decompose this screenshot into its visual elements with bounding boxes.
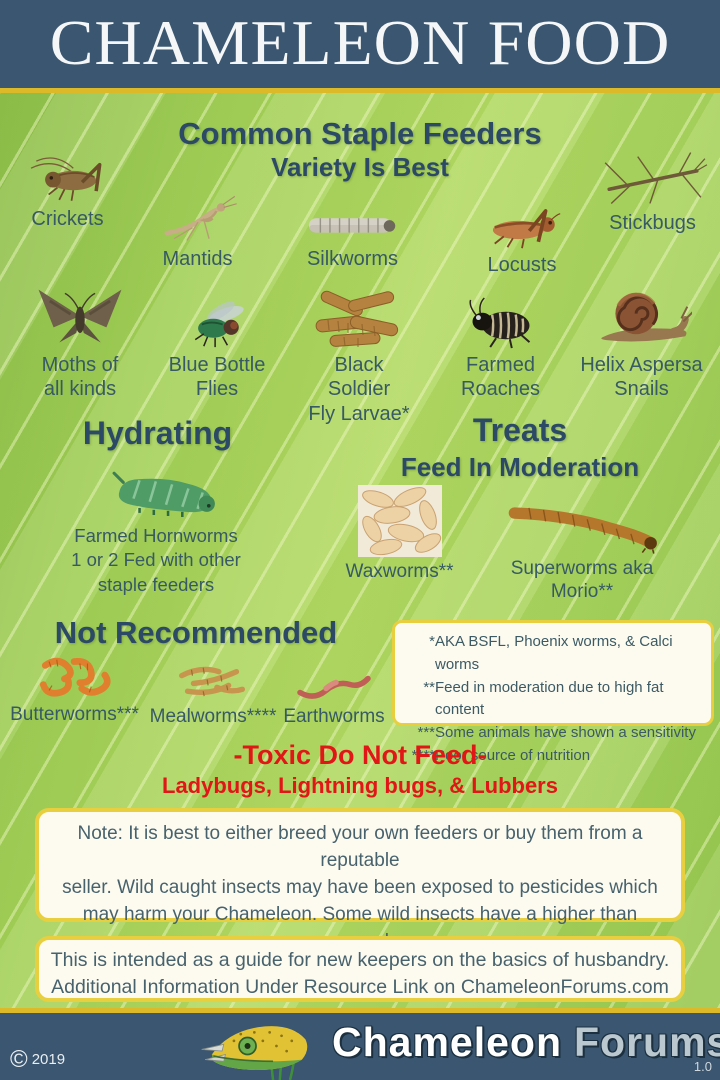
footnote-stars: ** — [423, 678, 435, 696]
superworm-image — [482, 482, 682, 554]
header-banner: CHAMELEON FOOD — [0, 0, 720, 93]
feeder-label: Locusts — [487, 254, 557, 276]
black-soldier-fly-larvae-image — [302, 282, 416, 350]
footnote-stars: * — [429, 633, 435, 650]
footnote-text: Poor source of nutrition — [435, 746, 591, 764]
poster-title: CHAMELEON FOOD — [49, 8, 671, 78]
locust-image — [463, 200, 581, 250]
feeder-label: Earthworms — [283, 706, 385, 727]
feeder-label: Superworms aka Morio** — [510, 558, 654, 603]
stickbug-image — [590, 144, 715, 208]
copyright-icon: © — [10, 1046, 28, 1073]
feeder-label: Moths of all kinds — [41, 354, 119, 401]
variety-subheading: Variety Is Best — [271, 152, 449, 182]
feeder-stickbugs: Stickbugs — [590, 144, 715, 235]
snail-image — [578, 282, 705, 350]
feeder-label: Mantids — [162, 248, 233, 270]
treats-subheading: Feed In Moderation — [400, 452, 640, 482]
copyright-year: 2019 — [31, 1051, 66, 1068]
footnote-text: AKA BSFL, Phoenix worms, & Calci worms — [435, 633, 673, 673]
waxworms-photo — [352, 485, 447, 557]
feeder-waxworms: Waxworms** — [345, 485, 454, 583]
feeder-black-soldier-fly-larvae: Black Soldier Fly Larvae* — [302, 282, 416, 426]
brand-word-chameleon: Chameleon — [332, 1019, 562, 1065]
footnote-line: * AKA BSFL, Phoenix worms, & Calci worms — [399, 631, 705, 677]
feeder-crickets: Crickets — [10, 150, 125, 231]
not-recommended-heading: Not Recommended — [54, 615, 338, 650]
feeder-locusts: Locusts — [463, 200, 581, 277]
toxic-items: Ladybugs, Lightning bugs, & Lubbers — [162, 773, 558, 798]
feeder-label: Blue Bottle Flies — [168, 354, 266, 401]
mealworms-image — [152, 652, 274, 702]
footnote-line: **** Poor source of nutrition — [399, 745, 705, 768]
feeder-label: Butterworms*** — [10, 704, 139, 725]
roach-image — [448, 282, 553, 350]
feeder-label: Crickets — [31, 208, 104, 230]
brand-word-forums: Forums — [574, 1019, 720, 1065]
feeder-label: Black Soldier Fly Larvae* — [308, 354, 410, 425]
cricket-image — [10, 150, 125, 204]
feeder-helix-aspersa-snails: Helix Aspersa Snails — [578, 282, 705, 402]
feeder-mantids: Mantids — [140, 192, 255, 271]
guide-box: This is intended as a guide for new keep… — [35, 936, 685, 1002]
feeder-mealworms: Mealworms**** — [149, 652, 277, 728]
mantis-image — [140, 192, 255, 244]
footnote-stars: **** — [411, 746, 435, 764]
earthworm-image — [283, 652, 385, 702]
moth-image — [25, 282, 135, 350]
chameleon-forums-logo — [192, 1012, 332, 1080]
footnote-text: Feed in moderation due to high fat conte… — [435, 678, 664, 719]
footnote-text: Some animals have shown a sensitivity — [435, 724, 696, 742]
brand-wordmark: Chameleon Forums — [332, 1019, 720, 1066]
footnote-line: *** Some animals have shown a sensitivity — [399, 722, 705, 745]
feeder-farmed-roaches: Farmed Roaches — [448, 282, 553, 402]
butterworms-image — [12, 650, 137, 700]
hornworm-image — [95, 460, 235, 518]
toxic-heading: -Toxic Do Not Feed- — [233, 740, 487, 770]
feeder-hornworms — [95, 460, 235, 518]
feeder-label: Farmed Roaches — [461, 354, 540, 401]
footnotes-box: * AKA BSFL, Phoenix worms, & Calci worms … — [392, 620, 714, 764]
feeder-label: Stickbugs — [609, 212, 696, 234]
feeder-butterworms: Butterworms*** — [10, 650, 139, 726]
note-box: Note: It is best to either breed your ow… — [35, 808, 685, 1006]
feeder-blue-bottle-flies: Blue Bottle Flies — [160, 282, 274, 402]
feeder-label: Silkworms — [306, 248, 399, 270]
hydrating-heading: Hydrating — [82, 415, 233, 451]
feeder-moths: Moths of all kinds — [25, 282, 135, 402]
copyright-notice: © 2019 — [10, 1046, 65, 1074]
footnote-stars: *** — [417, 724, 435, 742]
staple-feeders-heading: Common Staple Feeders — [178, 116, 542, 151]
treats-heading: Treats — [472, 412, 568, 448]
blue-bottle-fly-image — [160, 282, 274, 350]
hornworm-caption: Farmed Hornworms 1 or 2 Fed with other s… — [71, 525, 241, 595]
feeder-superworms: Superworms aka Morio** — [482, 482, 682, 603]
feeder-label: Helix Aspersa Snails — [580, 354, 703, 401]
feeder-label: Waxworms** — [345, 561, 454, 582]
version-label: 1.0 — [693, 1059, 712, 1074]
feeder-earthworms: Earthworms — [283, 652, 385, 728]
feeder-silkworms: Silkworms — [295, 200, 410, 271]
silkworm-image — [295, 200, 410, 244]
footer-bar — [0, 1008, 720, 1080]
feeder-label: Mealworms**** — [149, 706, 277, 727]
footnote-line: ** Feed in moderation due to high fat con… — [399, 677, 705, 723]
